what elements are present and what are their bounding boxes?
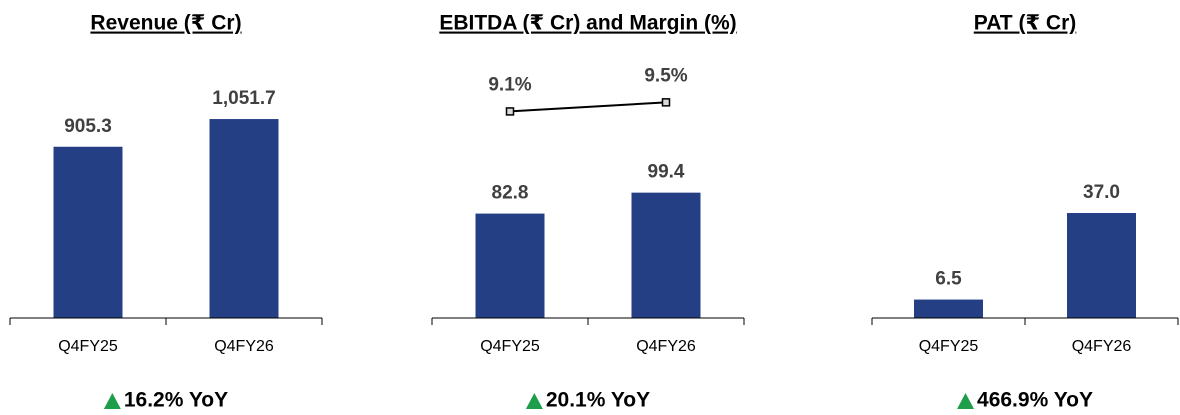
data-label: 9.5% [644, 65, 687, 86]
up-triangle [957, 393, 975, 409]
data-label: 99.4 [648, 162, 685, 183]
bar [631, 192, 701, 318]
margin-line [509, 101, 667, 113]
yoy-annotation: 20.1% YoY [546, 389, 650, 412]
bar [1067, 213, 1136, 318]
up-triangle [525, 393, 543, 409]
bar [209, 119, 279, 319]
up-triangle [103, 393, 121, 409]
chart-title: Revenue (₹ Cr) [90, 12, 241, 35]
data-label: 9.1% [488, 74, 531, 95]
margin-marker [661, 98, 671, 107]
x-tick-label: Q4FY25 [919, 338, 979, 355]
chart-title: PAT (₹ Cr) [974, 12, 1077, 35]
x-tick-label: Q4FY26 [1072, 338, 1132, 355]
data-label: 82.8 [492, 183, 529, 204]
x-tick-label: Q4FY26 [636, 338, 696, 355]
bar [475, 213, 545, 318]
x-tick-label: Q4FY26 [214, 338, 274, 355]
x-tick-label: Q4FY25 [480, 338, 540, 355]
margin-marker [505, 107, 515, 116]
yoy-annotation: 466.9% YoY [977, 389, 1093, 412]
data-label: 905.3 [64, 116, 112, 137]
data-label: 6.5 [935, 269, 962, 290]
data-label: 37.0 [1083, 182, 1120, 203]
chart-title: EBITDA (₹ Cr) and Margin (%) [439, 12, 736, 35]
bar [914, 299, 983, 318]
data-label: 1,051.7 [212, 88, 275, 109]
bar [53, 146, 123, 318]
x-tick-label: Q4FY25 [58, 338, 118, 355]
yoy-annotation: 16.2% YoY [124, 389, 228, 412]
